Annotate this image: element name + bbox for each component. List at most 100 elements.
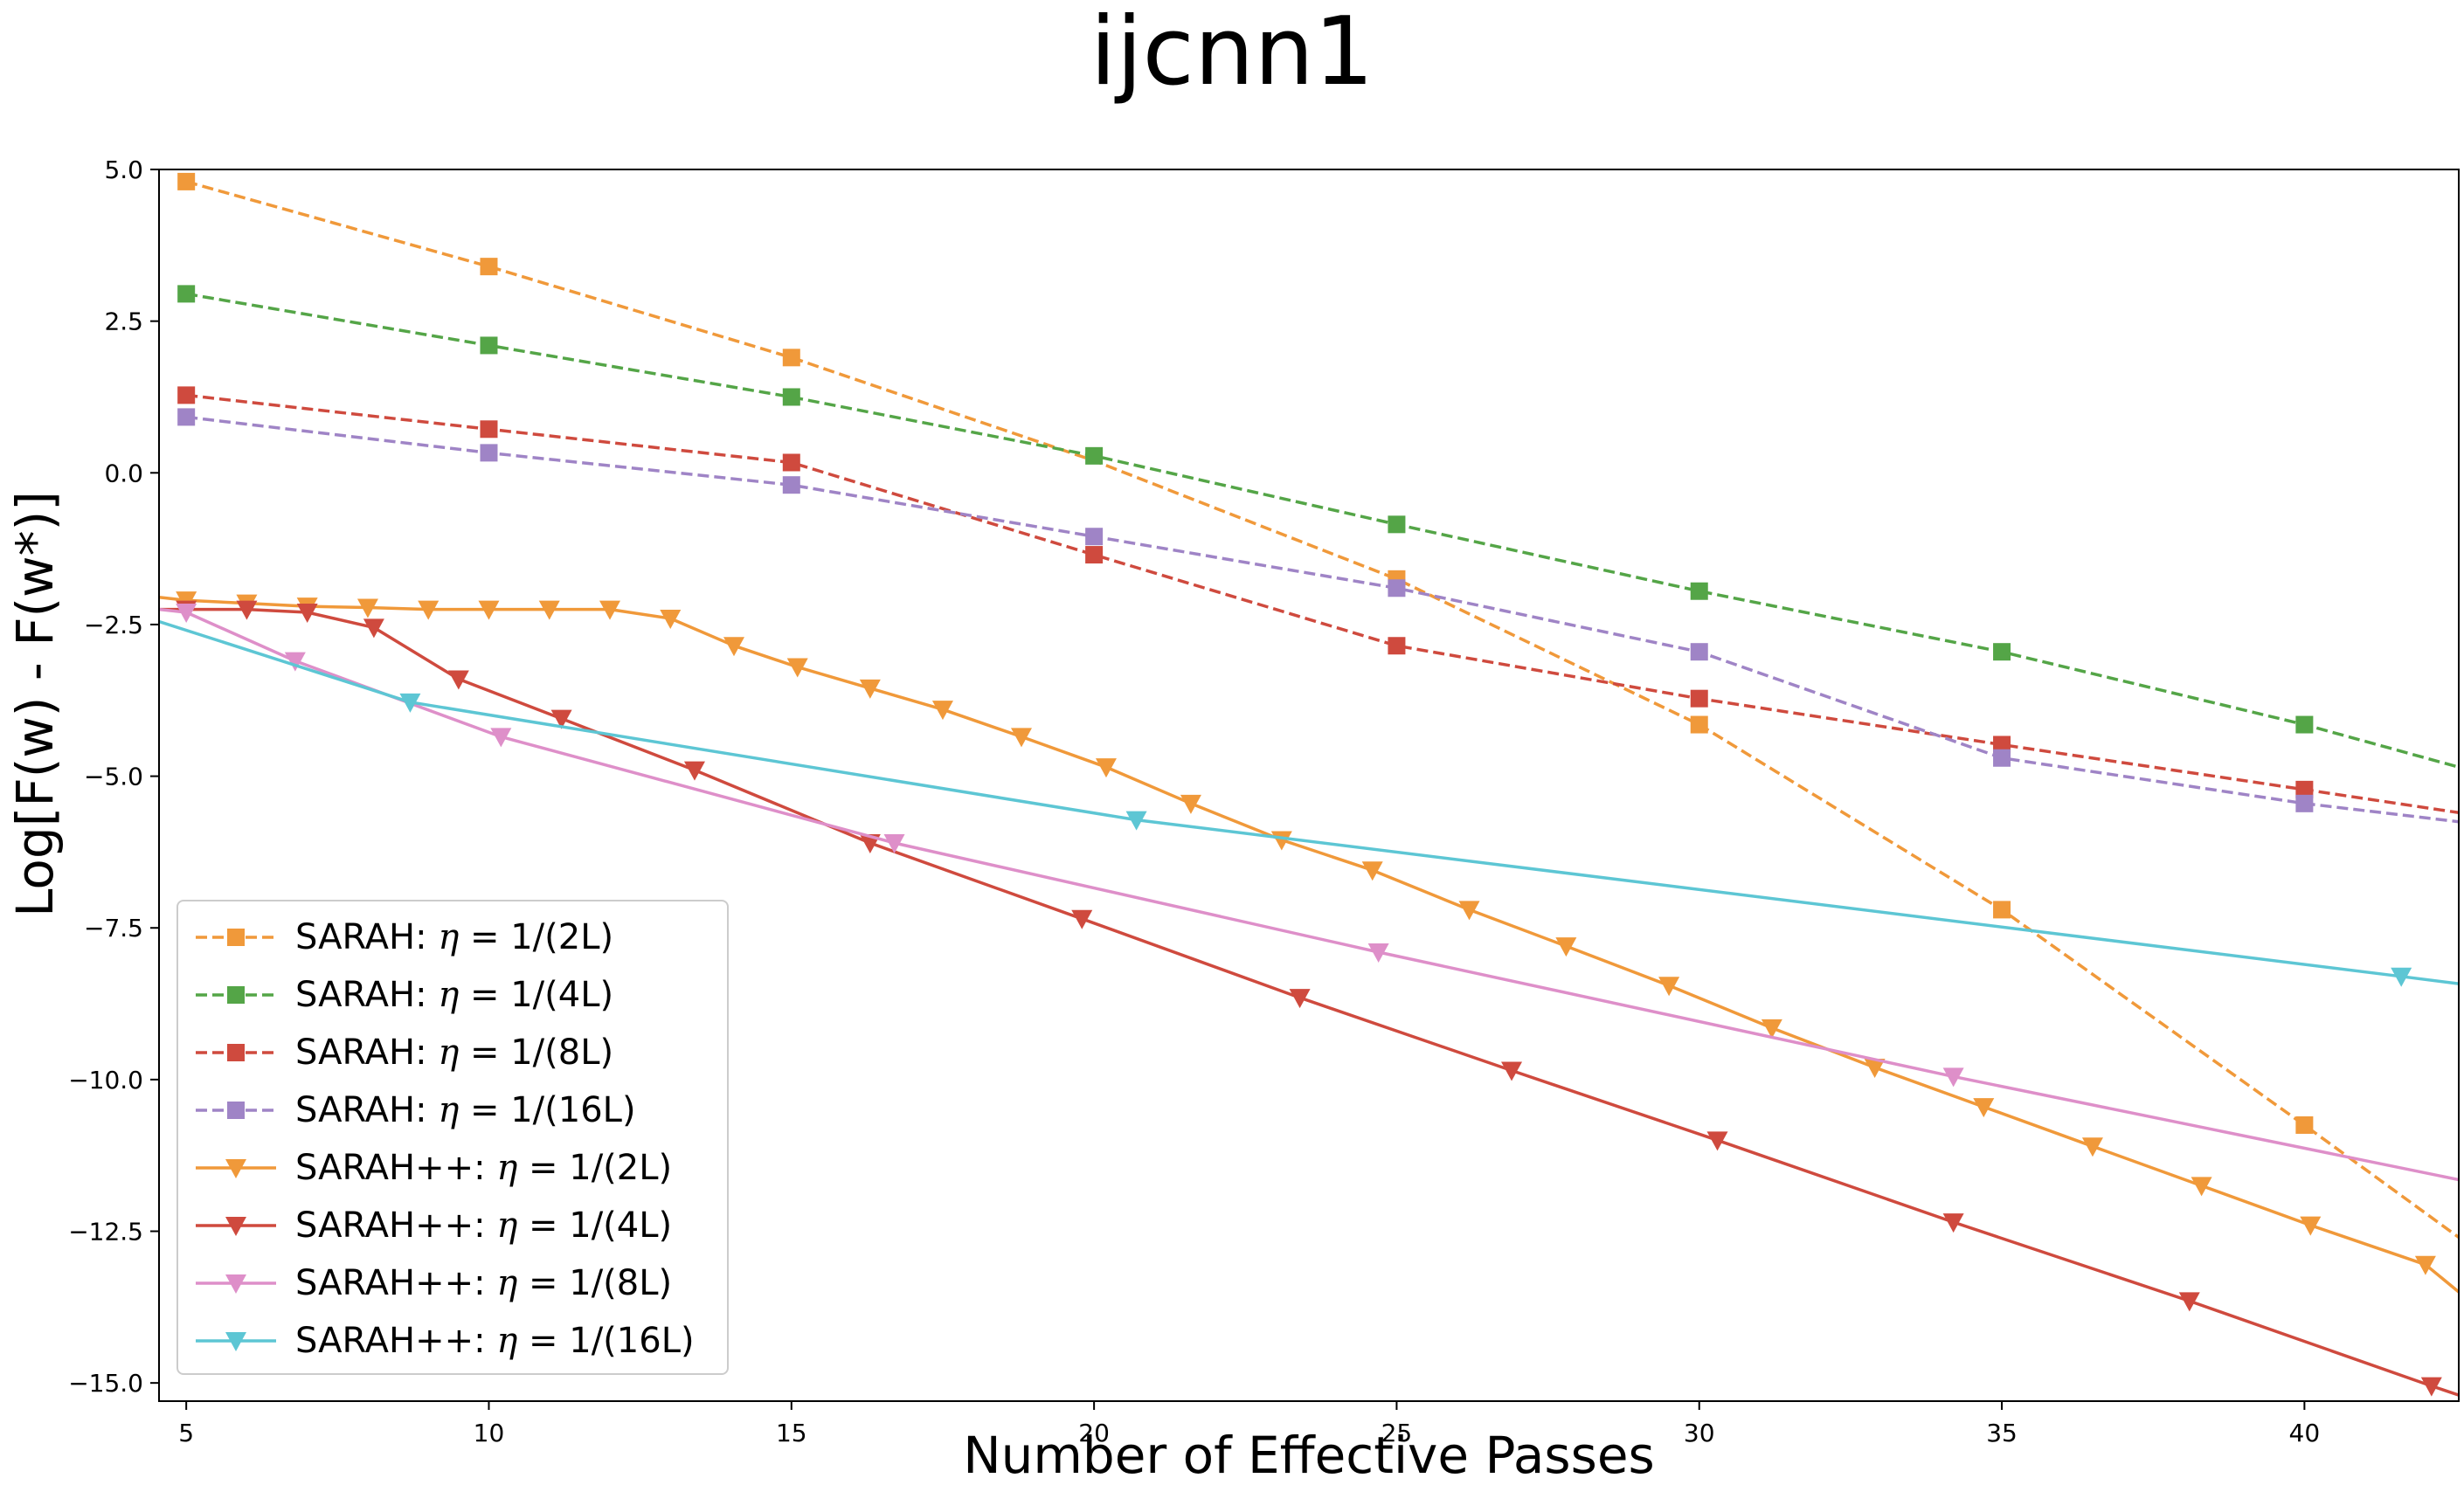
- series-line: [185, 292, 2459, 769]
- data-point: [1942, 1213, 1964, 1233]
- data-point: [538, 600, 560, 620]
- x-tick-label: 35: [1986, 1419, 2018, 1447]
- legend-line-icon: [196, 1102, 276, 1119]
- data-point: [176, 604, 197, 624]
- data-point: [1690, 715, 1708, 734]
- data-point: [782, 388, 800, 406]
- data-point: [296, 604, 318, 624]
- data-point: [1864, 1058, 1886, 1078]
- data-point: [177, 285, 196, 303]
- legend-label-prefix: SARAH++:: [295, 1205, 497, 1246]
- data-point: [418, 600, 440, 620]
- legend-label-suffix: = 1/(2L): [459, 917, 614, 957]
- series-6: [159, 600, 2459, 1397]
- data-point: [284, 652, 306, 672]
- data-point: [1690, 643, 1708, 661]
- legend-label-prefix: SARAH:: [295, 917, 439, 957]
- legend-marker: [225, 1274, 246, 1294]
- legend-label: SARAH: η = 1/(8L): [295, 1033, 614, 1073]
- legend-item: SARAH++: η = 1/(8L): [178, 1254, 729, 1312]
- data-point: [2081, 1137, 2103, 1157]
- chart-title: ijcnn1: [1090, 0, 1374, 107]
- y-tick-label: −5.0: [84, 763, 143, 791]
- legend-label-suffix: = 1/(4L): [517, 1205, 673, 1246]
- data-point: [480, 258, 498, 276]
- data-point: [1085, 446, 1104, 465]
- legend: SARAH: η = 1/(2L) SARAH: η = 1/(4L) SARA…: [176, 900, 729, 1375]
- legend-line-icon: [196, 1159, 276, 1178]
- data-point: [2191, 1177, 2212, 1197]
- data-point: [356, 598, 378, 618]
- legend-label: SARAH++: η = 1/(16L): [295, 1321, 695, 1361]
- data-point: [399, 693, 421, 713]
- data-point: [2295, 715, 2314, 734]
- series-line: [185, 415, 2459, 824]
- data-point: [480, 336, 498, 355]
- data-point: [683, 761, 705, 781]
- y-tick-label: −15.0: [68, 1369, 143, 1398]
- legend-line-icon: [196, 1217, 276, 1236]
- legend-label-prefix: SARAH:: [295, 1033, 439, 1073]
- data-point: [177, 408, 196, 426]
- data-point: [1289, 989, 1311, 1009]
- legend-label: SARAH: η = 1/(2L): [295, 917, 614, 957]
- data-point: [1085, 528, 1104, 546]
- data-point: [2420, 1377, 2442, 1397]
- legend-line-icon: [196, 986, 276, 1004]
- legend-marker: [227, 1044, 245, 1061]
- legend-item: SARAH: η = 1/(4L): [178, 966, 729, 1024]
- x-axis-label: Number of Effective Passes: [963, 1426, 1655, 1485]
- data-point: [2295, 1115, 2314, 1134]
- data-point: [1993, 749, 2011, 767]
- series-line: [186, 393, 2459, 815]
- data-point: [1458, 901, 1480, 921]
- data-point: [2295, 794, 2314, 812]
- legend-marker: [227, 1102, 245, 1119]
- y-tick-label: −2.5: [84, 611, 143, 639]
- legend-label: SARAH: η = 1/(4L): [295, 975, 614, 1015]
- series-4: [177, 408, 2459, 824]
- y-tick-label: −10.0: [68, 1066, 143, 1095]
- y-tick-label: −12.5: [68, 1218, 143, 1247]
- data-point: [782, 453, 800, 472]
- data-point: [1658, 977, 1680, 997]
- data-point: [1367, 943, 1389, 964]
- data-point: [1690, 689, 1708, 708]
- y-axis-label: Log[F(w) - F(w*)]: [5, 491, 65, 917]
- data-point: [2391, 967, 2412, 987]
- series-8: [159, 619, 2459, 987]
- y-tick-label: 0.0: [104, 459, 143, 487]
- data-point: [1095, 758, 1117, 778]
- data-point: [1706, 1131, 1728, 1151]
- series-line: [159, 595, 2459, 1294]
- y-tick-label: 5.0: [104, 155, 143, 184]
- legend-label-prefix: SARAH++:: [295, 1321, 497, 1361]
- x-tick-label: 5: [178, 1419, 194, 1447]
- legend-item: SARAH: η = 1/(2L): [178, 908, 729, 966]
- legend-line-icon: [196, 1044, 276, 1061]
- legend-marker: [225, 1332, 246, 1351]
- data-point: [1085, 546, 1104, 564]
- legend-label-suffix: = 1/(2L): [517, 1148, 673, 1188]
- data-point: [447, 670, 469, 690]
- legend-label-suffix: = 1/(16L): [517, 1321, 695, 1361]
- legend-label-suffix: = 1/(8L): [517, 1263, 673, 1303]
- data-point: [1071, 909, 1093, 929]
- data-point: [236, 600, 258, 620]
- data-point: [1361, 861, 1383, 881]
- x-tick-label: 30: [1684, 1419, 1715, 1447]
- data-point: [1973, 1098, 1995, 1118]
- data-point: [1993, 643, 2011, 661]
- data-point: [931, 701, 953, 721]
- x-tick-label: 10: [474, 1419, 505, 1447]
- data-point: [2295, 780, 2314, 798]
- series-7: [159, 604, 2459, 1182]
- data-point: [1690, 582, 1708, 600]
- legend-label-prefix: SARAH++:: [295, 1148, 497, 1188]
- data-point: [480, 420, 498, 439]
- data-point: [490, 728, 512, 748]
- series-5: [159, 591, 2459, 1294]
- data-point: [786, 658, 808, 678]
- data-point: [782, 349, 800, 367]
